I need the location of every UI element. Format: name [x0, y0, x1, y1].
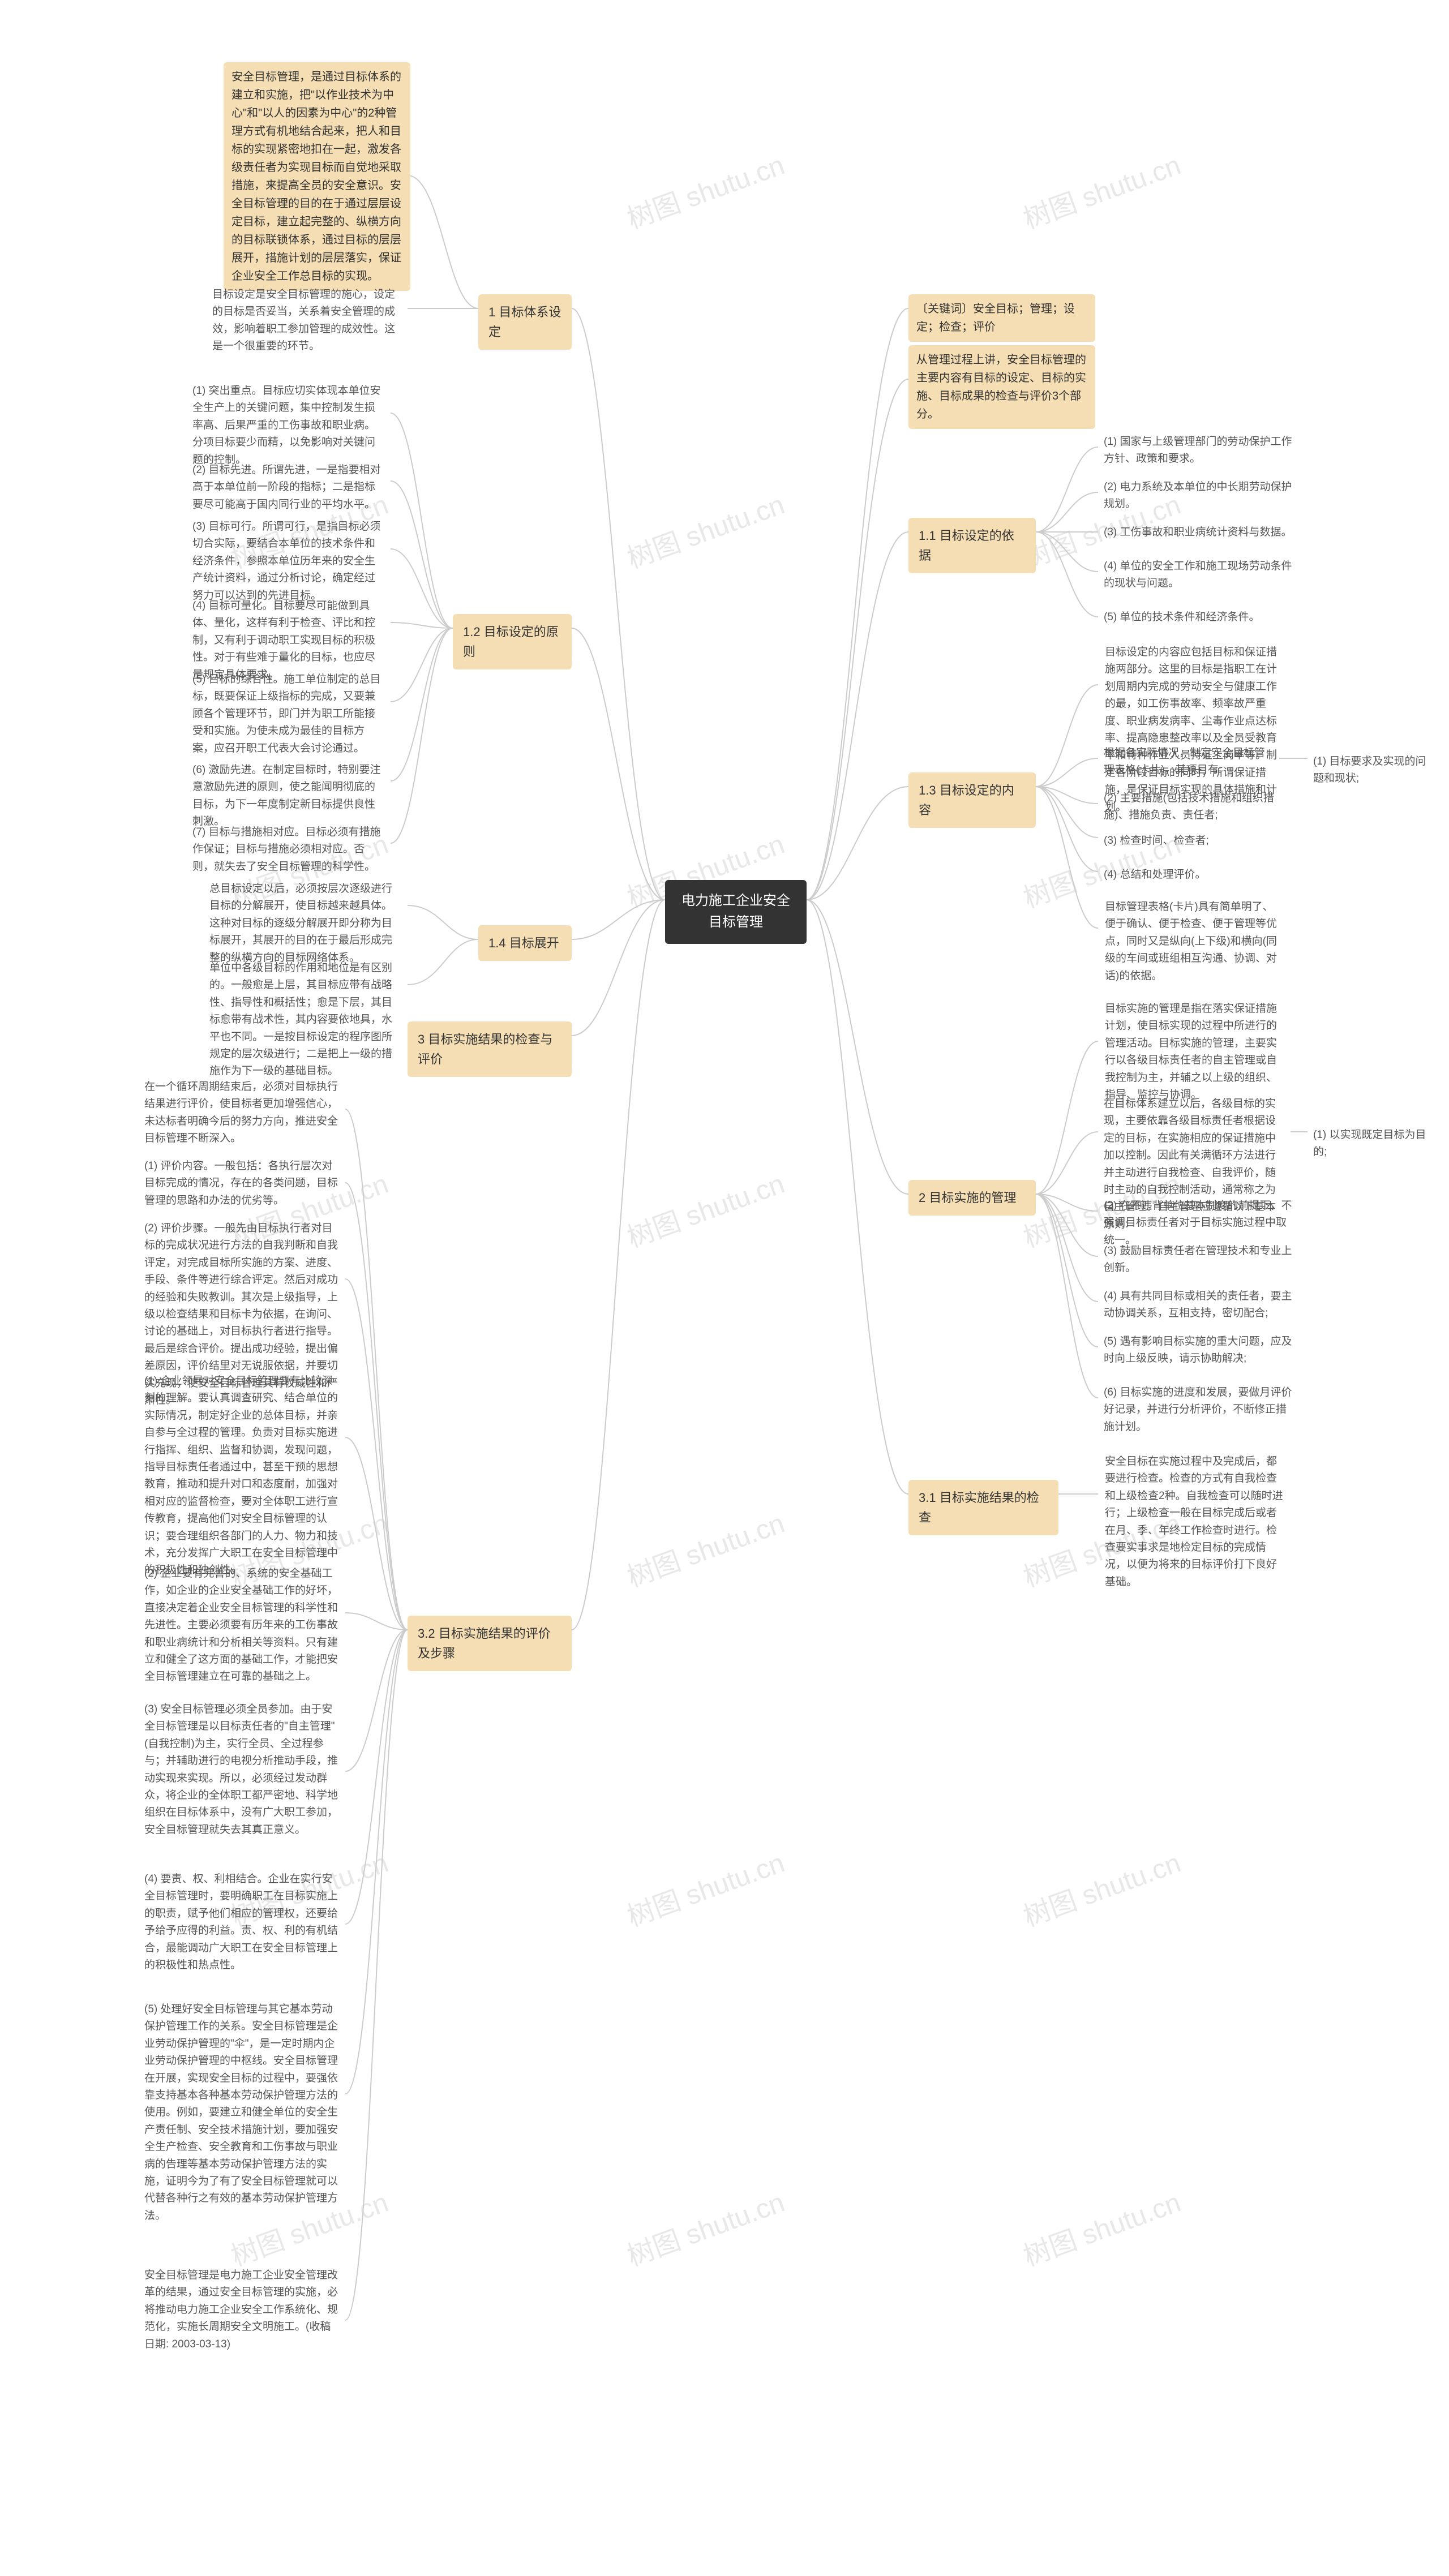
s1-1-item: (1) 国家与上级管理部门的劳动保护工作方针、政策和要求。 — [1098, 430, 1302, 471]
section-2: 2 目标实施的管理 — [908, 1180, 1036, 1216]
top-para-left: 安全目标管理，是通过目标体系的建立和实施，把"以作业技术为中心"和"以人的因素为… — [224, 62, 410, 291]
section-3: 3 目标实施结果的检查与评价 — [408, 1021, 572, 1077]
s1-2-item: (2) 目标先进。所谓先进，一是指要相对高于本单位前一阶段的指标；二是指标要尽可… — [187, 458, 391, 517]
s1-1-item: (5) 单位的技术条件和经济条件。 — [1098, 606, 1302, 629]
s3-2-outro: 安全目标管理是电力施工企业安全管理改革的结果，通过安全目标管理的实施，必将推动电… — [139, 2264, 345, 2356]
s3-2-item: (3) 安全目标管理必须全员参加。由于安全目标管理是以目标责任者的"自主管理"(… — [139, 1698, 345, 1842]
s3-2-item: (1) 企业领导对安全目标管理要有比较深刻的理解。要认真调查研究、结合单位的实际… — [139, 1369, 345, 1583]
watermark: 树图 shutu.cn — [1017, 143, 1185, 236]
s1-2-item: (5) 目标的综合性。施工单位制定的总目标，既要保证上级指标的完成，又要兼顾各个… — [187, 668, 391, 761]
s1-3-item: (2) 主要措施(包括技术措施和组织措施)、措施负责、责任者; — [1098, 787, 1302, 828]
s1-3-item: (3) 检查时间、检查者; — [1098, 829, 1302, 853]
s1-3-outro: 目标管理表格(卡片)具有简单明了、便于确认、便于检查、便于管理等优点，同时又是纵… — [1098, 894, 1291, 989]
section-3-2: 3.2 目标实施结果的评价及步骤 — [408, 1616, 572, 1671]
s3-2-item: (5) 处理好安全目标管理与其它基本劳动保护管理工作的关系。安全目标管理是企业劳… — [139, 1998, 345, 2228]
section-1-3: 1.3 目标设定的内容 — [908, 772, 1036, 828]
s2-item: (3) 鼓励目标责任者在管理技术和专业上创新。 — [1098, 1239, 1302, 1281]
watermark: 树图 shutu.cn — [621, 1840, 789, 1934]
s1-3-item: (4) 总结和处理评价。 — [1098, 863, 1302, 887]
s2-item1b: (1) 以实现既定目标为目的; — [1307, 1123, 1438, 1165]
watermark: 树图 shutu.cn — [621, 2180, 789, 2273]
s1-lead: 目标设定是安全目标管理的施心，设定的目标是否妥当，关系着安全管理的成效，影响着职… — [207, 283, 410, 359]
s1-1-item: (2) 电力系统及本单位的中长期劳动保护规划。 — [1098, 475, 1302, 517]
s3-2-step1: (1) 评价内容。一般包括：各执行层次对目标完成的情况，存在的各类问题，目标管理… — [139, 1154, 345, 1213]
s3-1-text: 安全目标在实施过程中及完成后，都要进行检查。检查的方式有自我检查和上级检查2种。… — [1098, 1449, 1291, 1595]
s3-2-lead: 在一个循环周期结束后，必须对目标执行结果进行评价，使目标者更加增强信心，未达标者… — [139, 1075, 345, 1151]
s1-1-item: (4) 单位的安全工作和施工现场劳动条件的现状与问题。 — [1098, 555, 1302, 596]
s2-item: (5) 遇有影响目标实施的重大问题，应及时向上级反映，请示协助解决; — [1098, 1330, 1302, 1371]
watermark: 树图 shutu.cn — [621, 1161, 789, 1255]
s3-2-item: (2) 企业要有完善的、系统的安全基础工作，如企业的企业安全基础工作的好坏，直接… — [139, 1562, 345, 1689]
s3-2-item: (4) 要责、权、利相结合。企业在实行安全目标管理时，要明确职工在目标实施上的职… — [139, 1867, 345, 1977]
center-node: 电力施工企业安全目标管理 — [665, 880, 807, 944]
s1-3-item1a: 根据各实际情况，制定安全目标管理表格(卡片)，其项目有: — [1098, 741, 1279, 783]
s2-item: (4) 具有共同目标或相关的责任者，要主动协调关系，互相支持，密切配合; — [1098, 1285, 1302, 1326]
s2-item: (6) 目标实施的进度和发展，要做月评价好记录，并进行分析评价，不断修正措施计划… — [1098, 1381, 1302, 1439]
watermark: 树图 shutu.cn — [1017, 2180, 1185, 2273]
section-1-2: 1.2 目标设定的原则 — [453, 614, 572, 669]
watermark: 树图 shutu.cn — [621, 143, 789, 236]
s1-2-item: (7) 目标与措施相对应。目标必须有措施作保证；目标与措施必须相对应。否则，就失… — [187, 821, 391, 879]
s1-3-item1b: (1) 目标要求及实现的问题和现状; — [1307, 750, 1438, 791]
watermark: 树图 shutu.cn — [621, 482, 789, 576]
section-1: 1 目标体系设定 — [478, 294, 572, 350]
keywords-node: 〔关键词〕安全目标；管理；设定；检查；评价 — [908, 294, 1095, 342]
intro-right-node: 从管理过程上讲，安全目标管理的主要内容有目标的设定、目标的实施、目标成果的检查与… — [908, 345, 1095, 429]
section-1-4: 1.4 目标展开 — [478, 925, 572, 961]
s1-1-item: (3) 工伤事故和职业病统计资料与数据。 — [1098, 521, 1302, 544]
watermark: 树图 shutu.cn — [1017, 1840, 1185, 1934]
section-3-1: 3.1 目标实施结果的检查 — [908, 1480, 1058, 1535]
s2-intro: 目标实施的管理是指在落实保证措施计划，使目标实现的过程中所进行的管理活动。目标实… — [1098, 996, 1291, 1108]
section-1-1: 1.1 目标设定的依据 — [908, 518, 1036, 573]
s1-4-item: 单位中各级目标的作用和地位是有区别的。一般愈是上层，其目标应带有战略性、指导性和… — [204, 956, 408, 1084]
watermark: 树图 shutu.cn — [621, 1501, 789, 1594]
